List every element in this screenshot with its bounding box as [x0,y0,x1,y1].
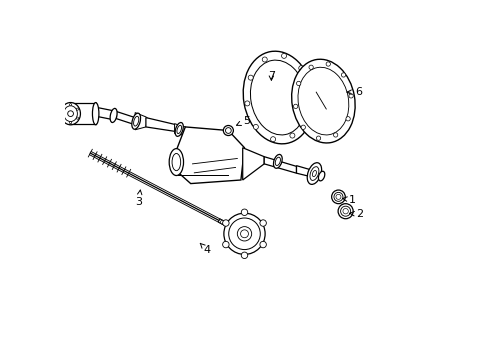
Ellipse shape [175,122,183,136]
Circle shape [69,122,72,124]
Circle shape [293,104,297,108]
Circle shape [62,117,65,119]
Circle shape [222,220,228,226]
Circle shape [304,115,308,120]
Circle shape [69,104,72,106]
Circle shape [333,133,337,137]
Ellipse shape [240,230,248,238]
Ellipse shape [243,51,313,144]
Text: 4: 4 [200,243,210,255]
Polygon shape [69,103,96,125]
Polygon shape [174,127,244,184]
Ellipse shape [333,192,342,201]
Ellipse shape [250,60,306,135]
Ellipse shape [291,59,354,143]
Ellipse shape [61,103,80,125]
Circle shape [316,136,320,140]
Ellipse shape [92,103,99,125]
Circle shape [270,137,275,142]
Ellipse shape [225,128,231,134]
Circle shape [325,62,330,66]
Ellipse shape [172,153,180,171]
Ellipse shape [169,149,183,176]
Ellipse shape [342,208,347,214]
Ellipse shape [318,171,324,181]
Circle shape [289,133,294,138]
Text: 5: 5 [236,116,249,126]
Polygon shape [135,113,147,130]
Polygon shape [96,107,113,120]
Circle shape [296,81,300,86]
Circle shape [241,252,247,258]
Circle shape [298,66,303,71]
Ellipse shape [273,154,282,168]
Circle shape [341,73,345,77]
Polygon shape [145,118,176,132]
Circle shape [301,125,305,129]
Circle shape [308,65,313,69]
Ellipse shape [63,106,77,122]
Ellipse shape [177,125,181,134]
Ellipse shape [309,167,318,180]
Ellipse shape [224,213,264,255]
Ellipse shape [228,218,260,249]
Circle shape [67,111,73,117]
Ellipse shape [306,163,321,184]
Circle shape [348,94,352,98]
Ellipse shape [110,108,117,122]
Polygon shape [174,124,187,135]
Ellipse shape [312,170,316,177]
Circle shape [253,125,258,130]
Ellipse shape [237,226,251,241]
Polygon shape [296,166,312,177]
Polygon shape [116,112,135,125]
Text: 7: 7 [267,71,274,81]
Polygon shape [218,219,226,225]
Circle shape [345,117,349,121]
Text: 3: 3 [135,190,142,207]
Circle shape [260,220,266,226]
Circle shape [222,241,228,248]
Ellipse shape [132,113,140,129]
Circle shape [241,209,247,216]
Ellipse shape [133,116,139,126]
Circle shape [281,53,286,58]
Text: 1: 1 [342,195,355,205]
Circle shape [220,220,224,224]
Circle shape [306,89,312,94]
Circle shape [260,241,266,248]
Circle shape [262,57,267,62]
Ellipse shape [331,190,345,204]
Circle shape [62,108,65,110]
Text: 2: 2 [349,209,362,219]
Circle shape [76,108,78,110]
Ellipse shape [340,206,350,216]
Ellipse shape [297,67,348,135]
Polygon shape [242,148,264,180]
Circle shape [244,101,249,106]
Text: 6: 6 [346,87,362,97]
Ellipse shape [337,204,352,219]
Ellipse shape [223,126,233,135]
Ellipse shape [335,194,340,199]
Ellipse shape [275,157,280,166]
Circle shape [76,117,78,119]
Circle shape [248,75,253,80]
Polygon shape [264,157,296,173]
